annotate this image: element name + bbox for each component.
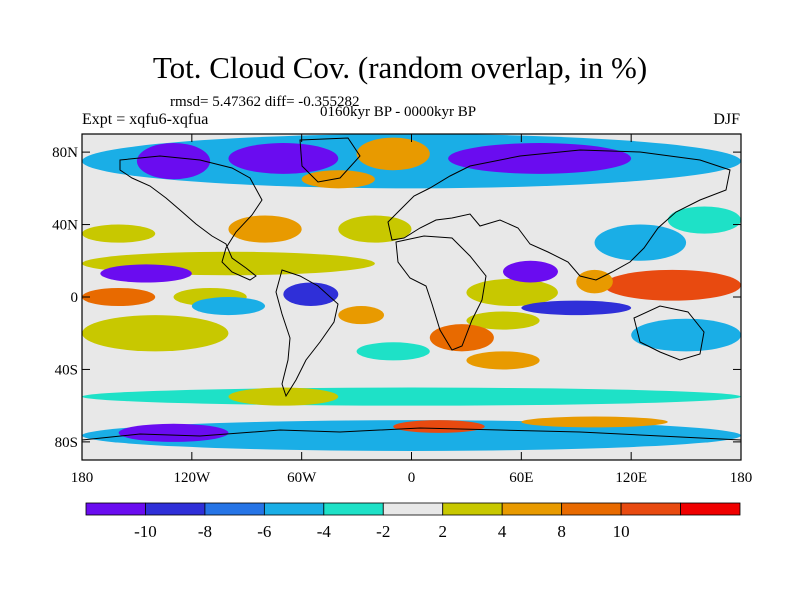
anomaly-region-28 — [631, 318, 741, 352]
coastline-africa — [395, 235, 487, 351]
lon-tick-label-2: 60W — [287, 470, 317, 486]
colorbar-label-2: -6 — [257, 522, 271, 541]
anomaly-region-18 — [338, 306, 385, 325]
colorbar-box-7 — [501, 502, 563, 516]
colorbar-box-2 — [204, 502, 265, 516]
colorbar-label-5: 2 — [438, 522, 447, 541]
coastline-antarctica — [82, 427, 741, 441]
anomaly-region-2 — [228, 143, 339, 174]
lat-tick-label-0: 80N — [52, 145, 78, 161]
anomaly-region-5 — [301, 170, 375, 189]
anomaly-region-7 — [82, 224, 156, 243]
lat-tick-label-1: 40N — [52, 218, 78, 234]
lon-tick-label-1: 120W — [173, 470, 211, 486]
colorbar-box-10 — [680, 502, 741, 516]
colorbar-box-9 — [620, 502, 681, 516]
lat-tick-label-3: 40S — [55, 362, 78, 378]
season-label: DJF — [713, 111, 740, 128]
anomaly-region-10 — [594, 224, 687, 261]
colorbar-label-3: -4 — [317, 522, 332, 541]
anomaly-region-23 — [429, 324, 494, 352]
lat-tick-label-4: 80S — [55, 435, 78, 451]
anomaly-region-25 — [356, 342, 430, 361]
experiment-label: Expt = xqfu6-xqfua — [82, 111, 209, 128]
anomaly-region-15 — [191, 297, 266, 316]
coastline-eurasia — [387, 149, 731, 281]
colorbar-box-8 — [561, 502, 622, 516]
coastline-north-america — [119, 155, 263, 281]
anomaly-region-29 — [82, 387, 741, 406]
lat-tick-label-2: 0 — [71, 290, 79, 306]
anomaly-region-32 — [118, 423, 229, 442]
lon-tick-label-0: 180 — [71, 470, 94, 486]
anomaly-region-33 — [393, 420, 485, 433]
anomaly-region-9 — [667, 206, 741, 234]
colorbar-box-4 — [323, 502, 384, 516]
colorbar-box-0 — [85, 502, 146, 516]
anomaly-region-24 — [466, 351, 540, 370]
anomaly-region-17 — [82, 315, 229, 352]
period-label: 0160kyr BP - 0000kyr BP — [320, 104, 477, 120]
colorbar-label-1: -8 — [198, 522, 212, 541]
coastline-south-america — [275, 269, 339, 398]
anomaly-region-3 — [448, 143, 632, 174]
rmsd-diff-stats: rmsd= 5.47362 diff= -0.355282 — [170, 94, 360, 110]
anomaly-region-27 — [576, 269, 613, 294]
axis-ticks: 180 120W 60W 0 60E 120E 180 80N 40N 0 40S 80S — [52, 134, 752, 486]
anomaly-region-16 — [283, 282, 339, 307]
anomaly-region-4 — [356, 137, 430, 171]
anomaly-region-12 — [100, 264, 192, 283]
lon-tick-label-5: 120E — [615, 470, 647, 486]
anomaly-region-34 — [521, 416, 668, 428]
anomaly-region-22 — [466, 311, 540, 330]
colorbar-label-7: 8 — [557, 522, 566, 541]
coastline-greenland — [299, 137, 361, 183]
coastlines — [82, 137, 741, 441]
anomaly-region-1 — [136, 143, 211, 180]
anomaly-region-21 — [521, 300, 632, 316]
colorbar-label-4: -2 — [376, 522, 390, 541]
anomaly-region-19 — [466, 278, 558, 307]
plot-title: Tot. Cloud Cov. (random overlap, in %) — [152, 50, 648, 85]
anomaly-region-13 — [82, 287, 156, 307]
colorbar-box-1 — [145, 502, 206, 516]
coastline-australia — [633, 305, 705, 361]
lon-tick-label-3: 0 — [408, 470, 416, 486]
colorbar-box-6 — [442, 502, 503, 516]
anomaly-region-6 — [228, 215, 302, 243]
colorbar-box-5 — [382, 502, 444, 516]
anomaly-region-31 — [82, 420, 741, 451]
colorbar-label-8: 10 — [613, 522, 630, 541]
anomaly-field — [82, 134, 741, 451]
colorbar-label-6: 4 — [498, 522, 507, 541]
anomaly-region-20 — [503, 260, 558, 283]
anomaly-region-30 — [228, 387, 339, 406]
anomaly-region-26 — [603, 269, 741, 301]
lon-tick-label-6: 180 — [730, 470, 753, 486]
colorbar: -10 -8 -6 -4 -2 2 4 8 10 — [85, 502, 741, 541]
lon-tick-label-4: 60E — [509, 470, 533, 486]
colorbar-label-0: -10 — [134, 522, 157, 541]
anomaly-region-8 — [338, 215, 412, 243]
colorbar-box-3 — [263, 502, 325, 516]
